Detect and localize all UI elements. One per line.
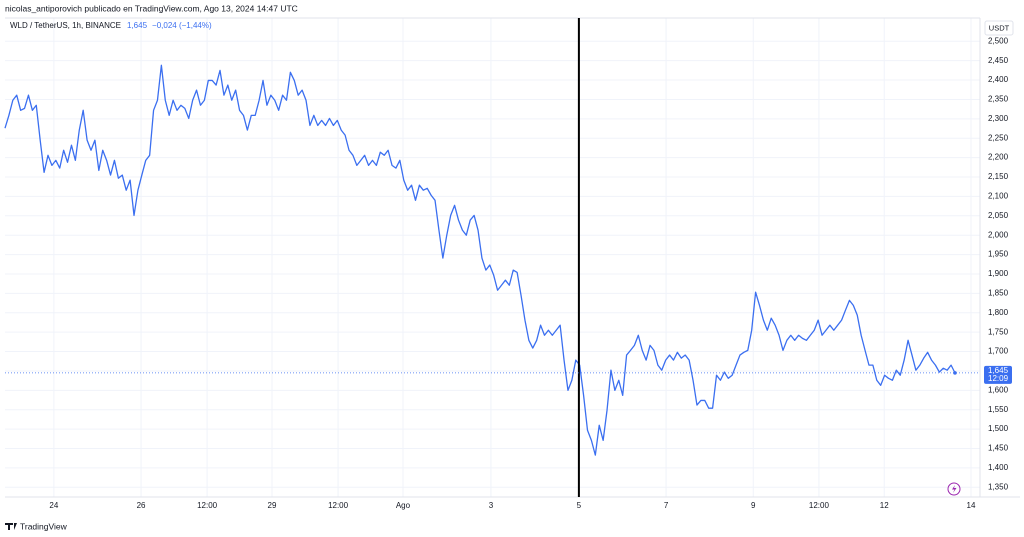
last-point	[953, 371, 957, 375]
y-tick-label: 2,000	[988, 230, 1009, 239]
y-tick-label: 1,500	[988, 424, 1009, 433]
alert-bolt	[952, 485, 957, 493]
y-tick-label: 1,750	[988, 327, 1009, 336]
x-tick-label: 12:00	[197, 501, 218, 510]
x-tick-label: 12:00	[809, 501, 830, 510]
y-tick-label: 2,500	[988, 36, 1009, 45]
y-tick-label: 2,350	[988, 95, 1009, 104]
x-tick-label: 14	[967, 501, 976, 510]
last-price-label: 1,645	[988, 366, 1009, 375]
y-tick-label: 1,400	[988, 463, 1009, 472]
y-tick-label: 1,350	[988, 482, 1009, 491]
x-tick-label: 5	[577, 501, 582, 510]
brand-logo	[5, 523, 17, 530]
y-tick-label: 1,950	[988, 250, 1009, 259]
y-tick-label: 1,700	[988, 347, 1009, 356]
x-tick-label: 26	[137, 501, 146, 510]
x-tick-label: 24	[49, 501, 58, 510]
x-tick-label: 12	[880, 501, 889, 510]
currency-box[interactable]	[984, 20, 1014, 36]
grid	[5, 18, 980, 497]
y-tick-label: 2,250	[988, 133, 1009, 142]
price-line	[4, 64, 956, 456]
y-tick-label: 2,150	[988, 172, 1009, 181]
y-tick-label: 2,050	[988, 211, 1009, 220]
currency[interactable]: USDT	[989, 23, 1010, 32]
y-tick-label: 1,850	[988, 288, 1009, 297]
x-tick-label: 29	[268, 501, 277, 510]
alert-icon[interactable]	[947, 482, 961, 496]
legend-last: 1,645	[127, 21, 148, 30]
x-tick-label: 9	[751, 501, 756, 510]
y-tick-label: 2,400	[988, 75, 1009, 84]
y-tick-label: 1,600	[988, 385, 1009, 394]
y-tick-label: 2,450	[988, 56, 1009, 65]
header: nicolas_antiporovich publicado en Tradin…	[5, 3, 298, 13]
x-tick-label: 3	[489, 501, 494, 510]
x-tick-label: 7	[664, 501, 669, 510]
legend-change: −0,024 (−1,44%)	[152, 21, 212, 30]
y-tick-label: 1,800	[988, 308, 1009, 317]
x-tick-label: 12:00	[328, 501, 349, 510]
legend-symbol: WLD / TetherUS, 1h, BINANCE	[10, 21, 121, 30]
y-tick-label: 2,200	[988, 153, 1009, 162]
y-tick-label: 1,900	[988, 269, 1009, 278]
y-tick-label: 1,550	[988, 405, 1009, 414]
last-price-box	[984, 365, 1012, 384]
y-tick-label: 2,300	[988, 114, 1009, 123]
brand: TradingView	[20, 521, 68, 531]
x-tick-label: Ago	[396, 501, 411, 510]
countdown: 12:09	[988, 374, 1009, 383]
y-tick-label: 2,100	[988, 192, 1009, 201]
y-tick-label: 1,450	[988, 444, 1009, 453]
